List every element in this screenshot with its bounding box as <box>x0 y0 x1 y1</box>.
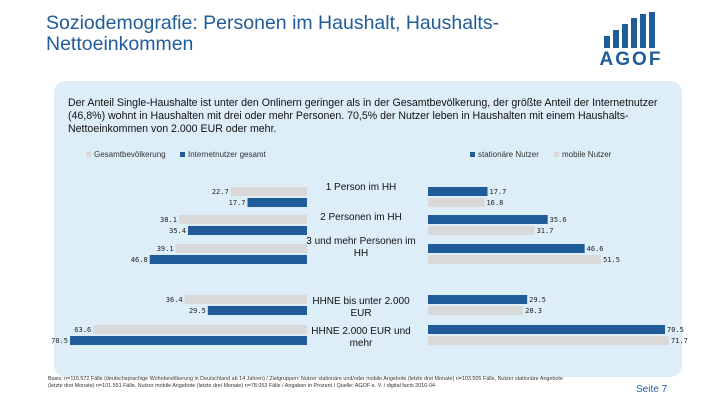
legend-swatch <box>86 152 91 157</box>
category-label: 2 Personen im HH <box>320 212 402 223</box>
category-label: 3 und mehr Personen im HH <box>306 236 416 259</box>
legend-swatch <box>470 152 475 157</box>
category-label: HHNE 2.000 EUR und mehr <box>311 326 411 349</box>
logo-text: AGOF <box>599 49 663 70</box>
page-title: Soziodemografie: Personen im Haushalt, H… <box>46 12 500 55</box>
legend-label: Internetnutzer gesamt <box>188 150 266 159</box>
category-label: 1 Person im HH <box>325 182 397 193</box>
legend-swatch <box>180 152 185 157</box>
legend-mobil: mobile Nutzer <box>554 150 611 159</box>
agof-logo-icon <box>604 12 655 48</box>
legend-label: stationäre Nutzer <box>478 150 539 159</box>
legend-internet: Internetnutzer gesamt <box>180 150 266 159</box>
legend-label: mobile Nutzer <box>562 150 612 159</box>
footer-source: Basis: n=116.572 Fälle (deutschsprachige… <box>48 376 563 389</box>
legend-swatch <box>554 152 559 157</box>
intro-text: Der Anteil Single-Haushalte ist unter de… <box>68 97 658 135</box>
legend-gesamt: Gesamtbevölkerung <box>86 150 166 159</box>
legend-stationaer: stationäre Nutzer <box>470 150 539 159</box>
legend-label: Gesamtbevölkerung <box>94 150 166 159</box>
category-label: HHNE bis unter 2.000 EUR <box>312 296 410 319</box>
page-number: Seite 7 <box>636 384 668 395</box>
